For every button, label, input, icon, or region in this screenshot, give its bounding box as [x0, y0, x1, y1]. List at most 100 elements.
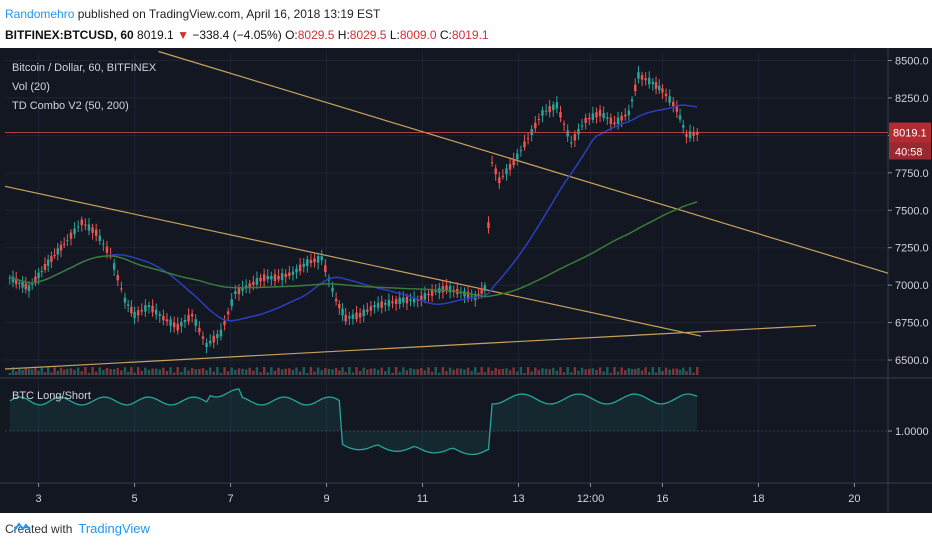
legend-long-short: BTC Long/Short — [12, 390, 91, 402]
candle-body — [559, 112, 562, 118]
volume-bar — [341, 367, 344, 375]
candle-body — [696, 131, 699, 135]
price-change: −338.4 (−4.05%) — [192, 28, 282, 42]
volume-bar — [295, 367, 298, 375]
volume-bar — [133, 372, 136, 375]
candle-body — [248, 283, 251, 287]
volume-bar — [452, 369, 455, 375]
candle-body — [366, 309, 369, 312]
candle-body — [126, 304, 130, 306]
volume-bar — [644, 367, 647, 375]
volume-bar — [94, 371, 98, 375]
candle-body — [18, 282, 21, 284]
author-link[interactable]: Randomehro — [5, 7, 75, 21]
volume-bar — [302, 367, 305, 375]
candle-body — [398, 297, 401, 305]
volume-bar — [577, 370, 580, 375]
volume-bar — [692, 372, 695, 375]
candle-body — [223, 320, 226, 325]
candle-body — [526, 138, 530, 140]
volume-bar — [483, 372, 487, 375]
volume-bar — [613, 367, 616, 375]
candle-body — [120, 288, 123, 290]
tradingview-brand[interactable]: TradingView — [78, 521, 150, 536]
volume-bar — [463, 369, 466, 375]
price-tick-label: 7250.0 — [895, 243, 929, 255]
time-tick-label: 18 — [752, 493, 764, 505]
candle-body — [630, 99, 634, 102]
volume-bar — [570, 372, 573, 375]
volume-bar — [123, 367, 127, 375]
candle-body — [37, 272, 40, 279]
candle-body — [651, 81, 655, 85]
volume-bar — [434, 367, 437, 375]
candle-body — [123, 297, 127, 303]
volume-bar — [309, 367, 313, 375]
candle-body — [226, 311, 230, 315]
candle-body — [362, 309, 365, 317]
candle-body — [338, 304, 341, 309]
volume-bar — [366, 369, 369, 375]
down-arrow-icon: ▼ — [177, 28, 189, 42]
candle-body — [201, 336, 205, 339]
candle-body — [483, 285, 487, 291]
candle-body — [688, 131, 692, 139]
volume-bar — [380, 367, 383, 375]
candle-body — [341, 308, 344, 316]
volume-bar — [136, 367, 140, 375]
volume-bar — [50, 372, 53, 375]
time-tick-label: 11 — [417, 493, 428, 505]
candle-body — [94, 229, 98, 236]
volume-bar — [158, 369, 161, 375]
candle-body — [376, 303, 380, 308]
candle-body — [348, 316, 351, 319]
volume-bar — [151, 368, 154, 375]
footer: Created with TradingView — [5, 521, 150, 536]
candle-body — [53, 255, 56, 257]
symbol-name: BITFINEX:BTCUSD, 60 — [5, 28, 134, 42]
candle-body — [280, 273, 284, 280]
price-tick-label: 7000.0 — [895, 280, 929, 292]
candle-body — [609, 117, 613, 124]
candle-body — [644, 78, 647, 81]
volume-bar — [226, 371, 230, 375]
candle-body — [634, 84, 637, 92]
published-header: Randomehro published on TradingView.com,… — [5, 7, 380, 21]
candle-body — [584, 117, 587, 123]
trend-line — [4, 185, 701, 337]
volume-bar — [598, 367, 602, 375]
candle-body — [627, 110, 631, 116]
candle-body — [358, 312, 362, 318]
chart-area[interactable]: 6500.06750.07000.07250.07500.07750.08000… — [0, 48, 932, 513]
candle-body — [136, 310, 140, 316]
candle-body — [541, 110, 544, 116]
volume-bar — [230, 367, 233, 375]
volume-bar — [277, 367, 280, 375]
candle-body — [46, 259, 50, 266]
candle-body — [241, 286, 244, 291]
volume-bar — [430, 371, 434, 375]
price-tick-label: 7500.0 — [895, 205, 929, 217]
volume-bar — [394, 367, 398, 375]
chart-svg[interactable]: 6500.06750.07000.07250.07500.07750.08000… — [0, 48, 932, 513]
volume-bar — [445, 371, 448, 375]
volume-bar — [637, 367, 640, 375]
candle-body — [441, 286, 445, 293]
volume-bar — [416, 369, 419, 375]
countdown-value: 40:58 — [895, 147, 923, 159]
volume-bar — [80, 371, 84, 375]
legend-title: Bitcoin / Dollar, 60, BITFINEX — [12, 62, 157, 74]
volume-bar — [18, 367, 21, 375]
volume-bar — [34, 367, 37, 375]
candle-body — [147, 305, 151, 308]
volume-bar — [223, 367, 226, 375]
candle-body — [672, 101, 675, 107]
volume-bar — [405, 370, 409, 375]
volume-bar — [266, 372, 269, 375]
candle-body — [56, 248, 60, 255]
candle-body — [187, 314, 190, 322]
candle-body — [205, 343, 208, 348]
indicator-fill — [9, 389, 698, 455]
candle-body — [98, 235, 102, 241]
candle-body — [355, 312, 358, 320]
